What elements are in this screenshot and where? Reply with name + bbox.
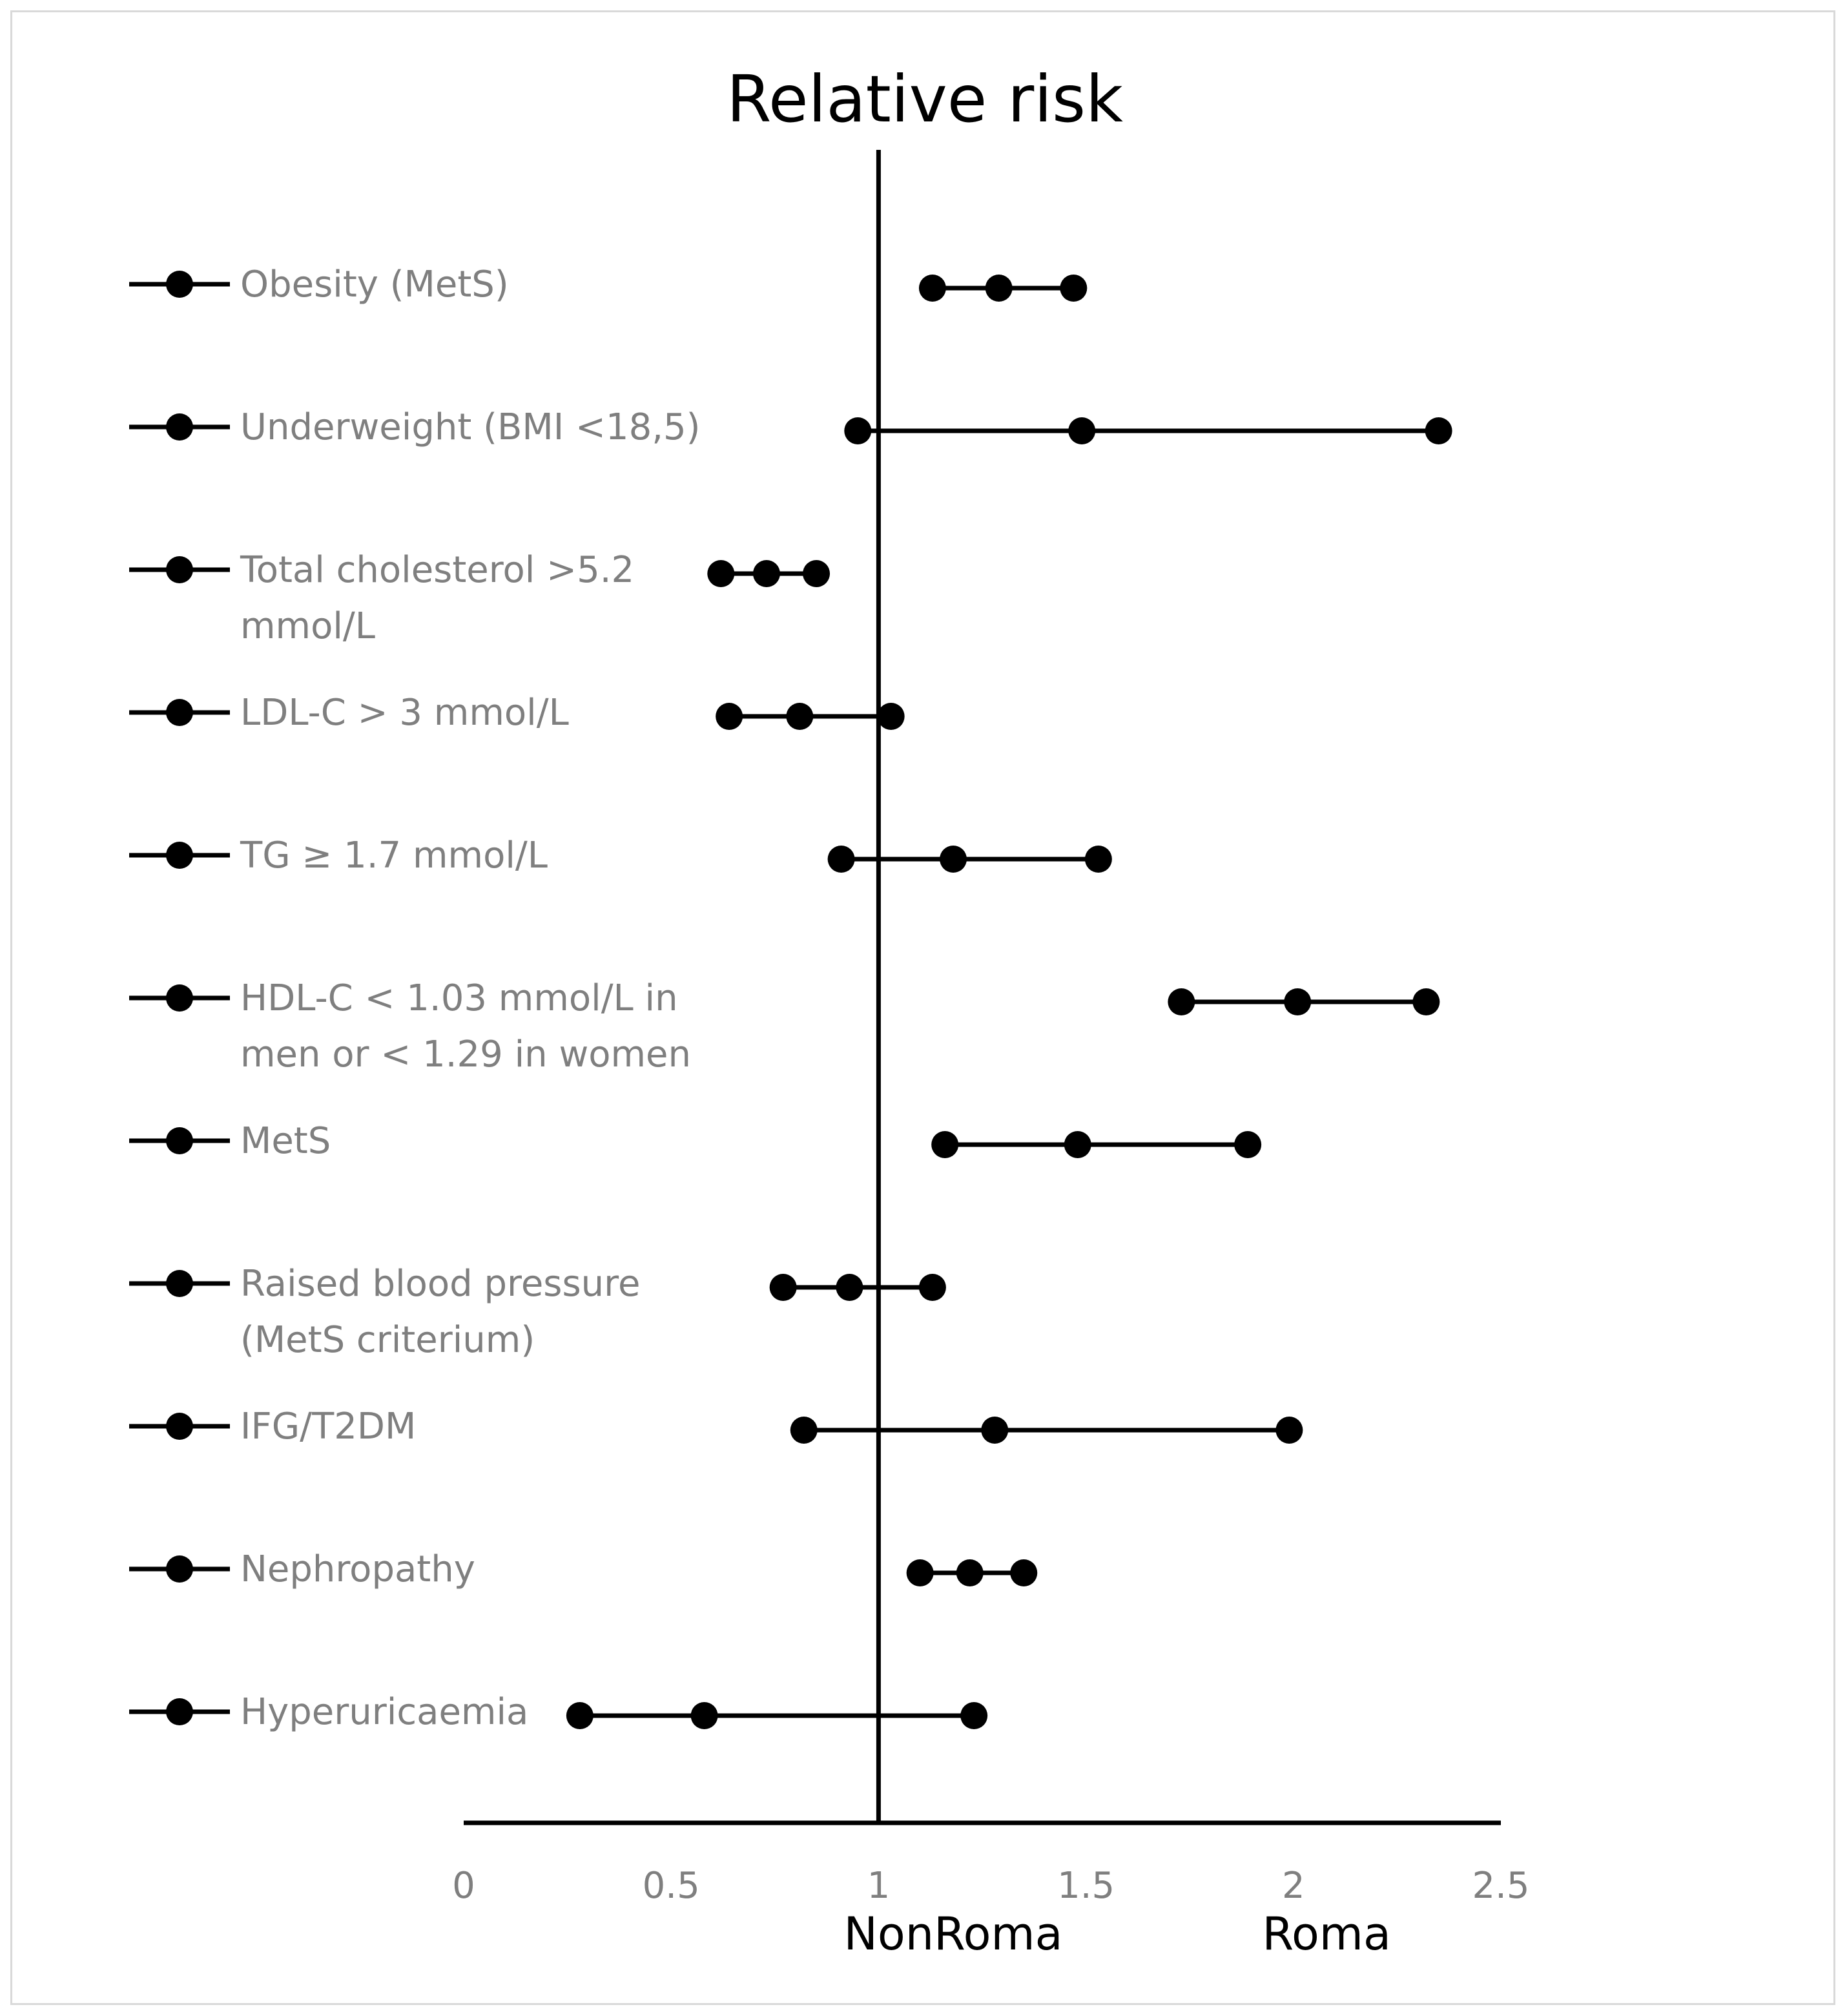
point-upper [960, 1702, 988, 1729]
point-lower [1168, 988, 1195, 1015]
point-upper [1010, 1559, 1038, 1586]
point-upper [1425, 417, 1452, 444]
legend-item: MetS [129, 1120, 331, 1162]
legend-marker-dot [166, 1555, 193, 1583]
point-estimate [981, 1417, 1009, 1444]
legend-label: LDL-C > 3 mmol/L [240, 692, 569, 734]
legend-label: Obesity (MetS) [240, 264, 509, 306]
x-tick-label: 0 [452, 1865, 475, 1907]
legend-item: HDL-C < 1.03 mmol/L in men or < 1.29 in w… [129, 977, 691, 1076]
point-upper [918, 1274, 946, 1301]
legend-marker-dot [166, 842, 193, 869]
legend-item: Underweight (BMI <18,5) [129, 406, 700, 448]
point-lower [918, 275, 946, 302]
point-lower [566, 1702, 593, 1729]
legend-label: Hyperuricaemia [240, 1691, 528, 1733]
legend-label: Nephropathy [240, 1548, 475, 1590]
legend-label: HDL-C < 1.03 mmol/L in [240, 977, 678, 1019]
series-obesity-mets [918, 275, 1088, 302]
legend-item: LDL-C > 3 mmol/L [129, 692, 569, 734]
series-ldl-c-3-mmol-l [716, 703, 905, 730]
point-upper [1234, 1131, 1262, 1158]
point-upper [877, 703, 905, 730]
series-hdl-c-1-03-mmol-l-in-men-or-1-29-in-women [1168, 988, 1440, 1015]
point-lower [707, 560, 735, 587]
legend-marker-dot [166, 413, 193, 441]
group-label: Roma [1262, 1907, 1390, 1960]
chart-frame [10, 10, 1835, 2005]
point-lower [906, 1559, 934, 1586]
point-upper [1275, 1417, 1303, 1444]
x-axis: 0 0.5 1 1.5 2 2.5 NonRoma Roma [452, 1820, 1530, 1960]
point-estimate [940, 846, 967, 873]
legend-item: TG ≥ 1.7 mmol/L [129, 835, 548, 877]
legend-item: IFG/T2DM [129, 1406, 416, 1448]
plot-area [566, 150, 1452, 1823]
legend: Obesity (MetS) Underweight (BMI <18,5) Tot… [129, 264, 700, 1733]
legend-marker-dot [166, 1270, 193, 1297]
point-estimate [1284, 988, 1312, 1015]
x-tick-label: 1.5 [1057, 1865, 1115, 1907]
point-upper [803, 560, 831, 587]
x-tick-label: 2.5 [1472, 1865, 1529, 1907]
x-tick-label: 0.5 [643, 1865, 700, 1907]
legend-label: IFG/T2DM [240, 1406, 416, 1448]
point-estimate [985, 275, 1013, 302]
point-lower [844, 417, 872, 444]
point-upper [1060, 275, 1088, 302]
legend-marker-dot [166, 699, 193, 726]
legend-label: MetS [240, 1120, 331, 1162]
legend-marker-dot [166, 271, 193, 298]
group-label: NonRoma [844, 1907, 1063, 1960]
legend-item: Total cholesterol >5.2 mmol/L [129, 549, 634, 647]
point-lower [931, 1131, 959, 1158]
x-tick-label: 2 [1282, 1865, 1305, 1907]
legend-label: Underweight (BMI <18,5) [240, 406, 700, 448]
legend-label: Raised blood pressure [240, 1263, 640, 1305]
legend-item: Raised blood pressure (MetS criterium) [129, 1263, 640, 1361]
point-lower [827, 846, 855, 873]
point-estimate [690, 1702, 718, 1729]
legend-item: Nephropathy [129, 1548, 475, 1590]
legend-marker-dot [166, 1413, 193, 1440]
point-lower [790, 1417, 818, 1444]
series-underweight-bmi-18-5 [844, 417, 1452, 444]
legend-marker-dot [166, 1698, 193, 1725]
point-estimate [956, 1559, 984, 1586]
series-hyperuricaemia [566, 1702, 988, 1729]
series-ifg-t2dm [790, 1417, 1303, 1444]
legend-item: Hyperuricaemia [129, 1691, 528, 1733]
point-upper [1412, 988, 1440, 1015]
series-raised-blood-pressure-mets-criterium [769, 1274, 946, 1301]
series-mets [931, 1131, 1262, 1158]
legend-item: Obesity (MetS) [129, 264, 509, 306]
point-estimate [836, 1274, 863, 1301]
point-estimate [786, 703, 814, 730]
legend-label: men or < 1.29 in women [240, 1034, 691, 1076]
series-nephropathy [906, 1559, 1038, 1586]
point-upper [1084, 846, 1112, 873]
legend-marker-dot [166, 1127, 193, 1154]
point-estimate [1064, 1131, 1091, 1158]
legend-marker-dot [166, 556, 193, 583]
legend-label: Total cholesterol >5.2 [240, 549, 634, 591]
series-total-cholesterol-5-2-mmol-l [707, 560, 831, 587]
point-estimate [1068, 417, 1096, 444]
legend-label: mmol/L [240, 605, 375, 647]
series-tg-1-7-mmol-l [827, 846, 1112, 873]
x-tick-label: 1 [867, 1865, 891, 1907]
chart-title: Relative risk [727, 61, 1123, 137]
legend-label: (MetS criterium) [240, 1319, 535, 1361]
point-lower [716, 703, 743, 730]
legend-marker-dot [166, 984, 193, 1012]
legend-label: TG ≥ 1.7 mmol/L [240, 835, 548, 877]
point-estimate [752, 560, 780, 587]
point-lower [769, 1274, 797, 1301]
